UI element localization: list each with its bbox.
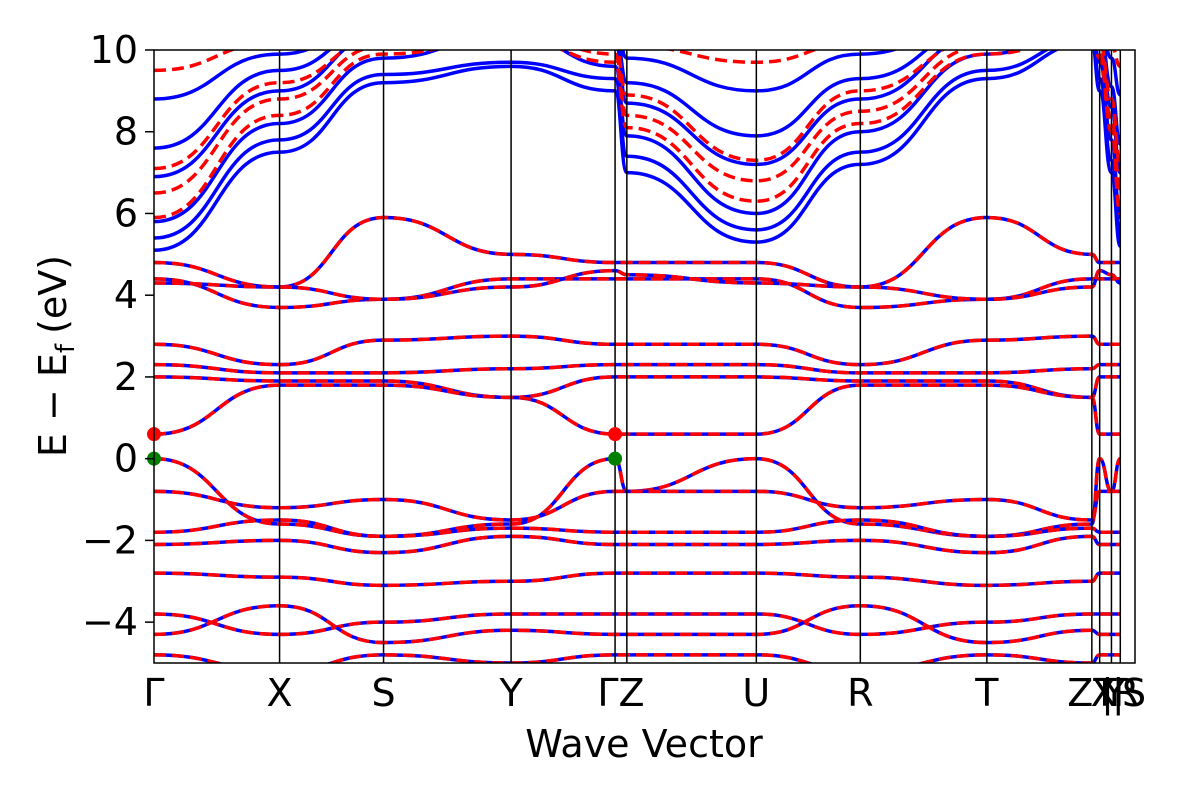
bands-layer bbox=[154, 50, 1123, 663]
y-axis-ticks: −4 −2 0 2 4 6 8 10 bbox=[82, 28, 154, 644]
x-axis-title: Wave Vector bbox=[525, 722, 763, 766]
x-tick-label: | bbox=[1112, 671, 1125, 716]
band-line-solid bbox=[154, 50, 1123, 179]
band-line-dashed bbox=[154, 215, 1121, 289]
k-point-lines bbox=[278, 50, 1122, 663]
x-tick-label: ΓZ bbox=[597, 671, 644, 715]
band-line-solid bbox=[154, 50, 1123, 240]
y-axis-title: E − Ef (eV) bbox=[31, 255, 81, 457]
y-tick-label: −4 bbox=[82, 600, 138, 644]
x-tick-label: T bbox=[974, 671, 999, 715]
band-line-dashed bbox=[154, 334, 1121, 367]
plot-background bbox=[154, 50, 1135, 663]
band-line-solid bbox=[154, 50, 1123, 150]
band-edge-marker bbox=[608, 451, 623, 466]
band-line-dashed bbox=[154, 50, 1123, 195]
band-line-dashed bbox=[154, 518, 1121, 539]
y-tick-label: 6 bbox=[114, 191, 138, 235]
y-tick-label: 8 bbox=[114, 110, 138, 154]
y-tick-label: 0 bbox=[114, 437, 138, 481]
band-line-dashed bbox=[154, 375, 1121, 400]
x-tick-label: Γ bbox=[143, 671, 164, 715]
x-tick-label: | bbox=[1101, 671, 1114, 716]
band-line-dashed bbox=[154, 383, 1121, 436]
x-tick-label: S bbox=[371, 671, 395, 715]
band-line-dashed bbox=[154, 571, 1121, 588]
band-line-dashed bbox=[154, 653, 1121, 663]
band-line-dashed bbox=[154, 50, 1123, 220]
plot-frame bbox=[153, 49, 1136, 664]
x-tick-label: S bbox=[1122, 671, 1146, 715]
x-tick-label: ZT bbox=[1067, 671, 1117, 715]
x-tick-label: R bbox=[1113, 671, 1139, 715]
x-tick-label: Y bbox=[1102, 671, 1127, 715]
band-line-dashed bbox=[154, 362, 1121, 375]
band-line-solid bbox=[154, 50, 1123, 101]
band-line-solid bbox=[154, 50, 1123, 224]
band-line-dashed bbox=[154, 604, 1121, 645]
y-axis-title-unit: (eV) bbox=[31, 255, 75, 334]
band-edge-marker bbox=[608, 427, 623, 442]
x-tick-label: X bbox=[1091, 671, 1117, 715]
x-tick-label: X bbox=[267, 671, 293, 715]
x-tick-label: Y bbox=[498, 671, 523, 715]
band-line-dashed bbox=[154, 50, 1122, 73]
band-line-dashed bbox=[154, 268, 1121, 302]
band-line-dashed bbox=[154, 489, 1121, 522]
x-axis-ticks: Γ X S Y ΓZ U R T ZTX|Y|RS bbox=[143, 671, 1146, 716]
y-tick-label: 10 bbox=[90, 28, 138, 72]
y-tick-label: 4 bbox=[114, 273, 138, 317]
y-axis-title-subscript: f bbox=[51, 343, 81, 353]
band-edge-markers bbox=[147, 427, 623, 466]
y-tick-label: −2 bbox=[82, 518, 138, 562]
x-tick-label: U bbox=[742, 671, 770, 715]
y-tick-label: 2 bbox=[114, 355, 138, 399]
band-line-dashed bbox=[154, 612, 1121, 637]
x-tick-label: R bbox=[847, 671, 873, 715]
band-line-solid bbox=[154, 534, 1121, 555]
y-axis-title-main: E − E bbox=[31, 353, 75, 457]
band-line-dashed bbox=[154, 50, 1123, 171]
